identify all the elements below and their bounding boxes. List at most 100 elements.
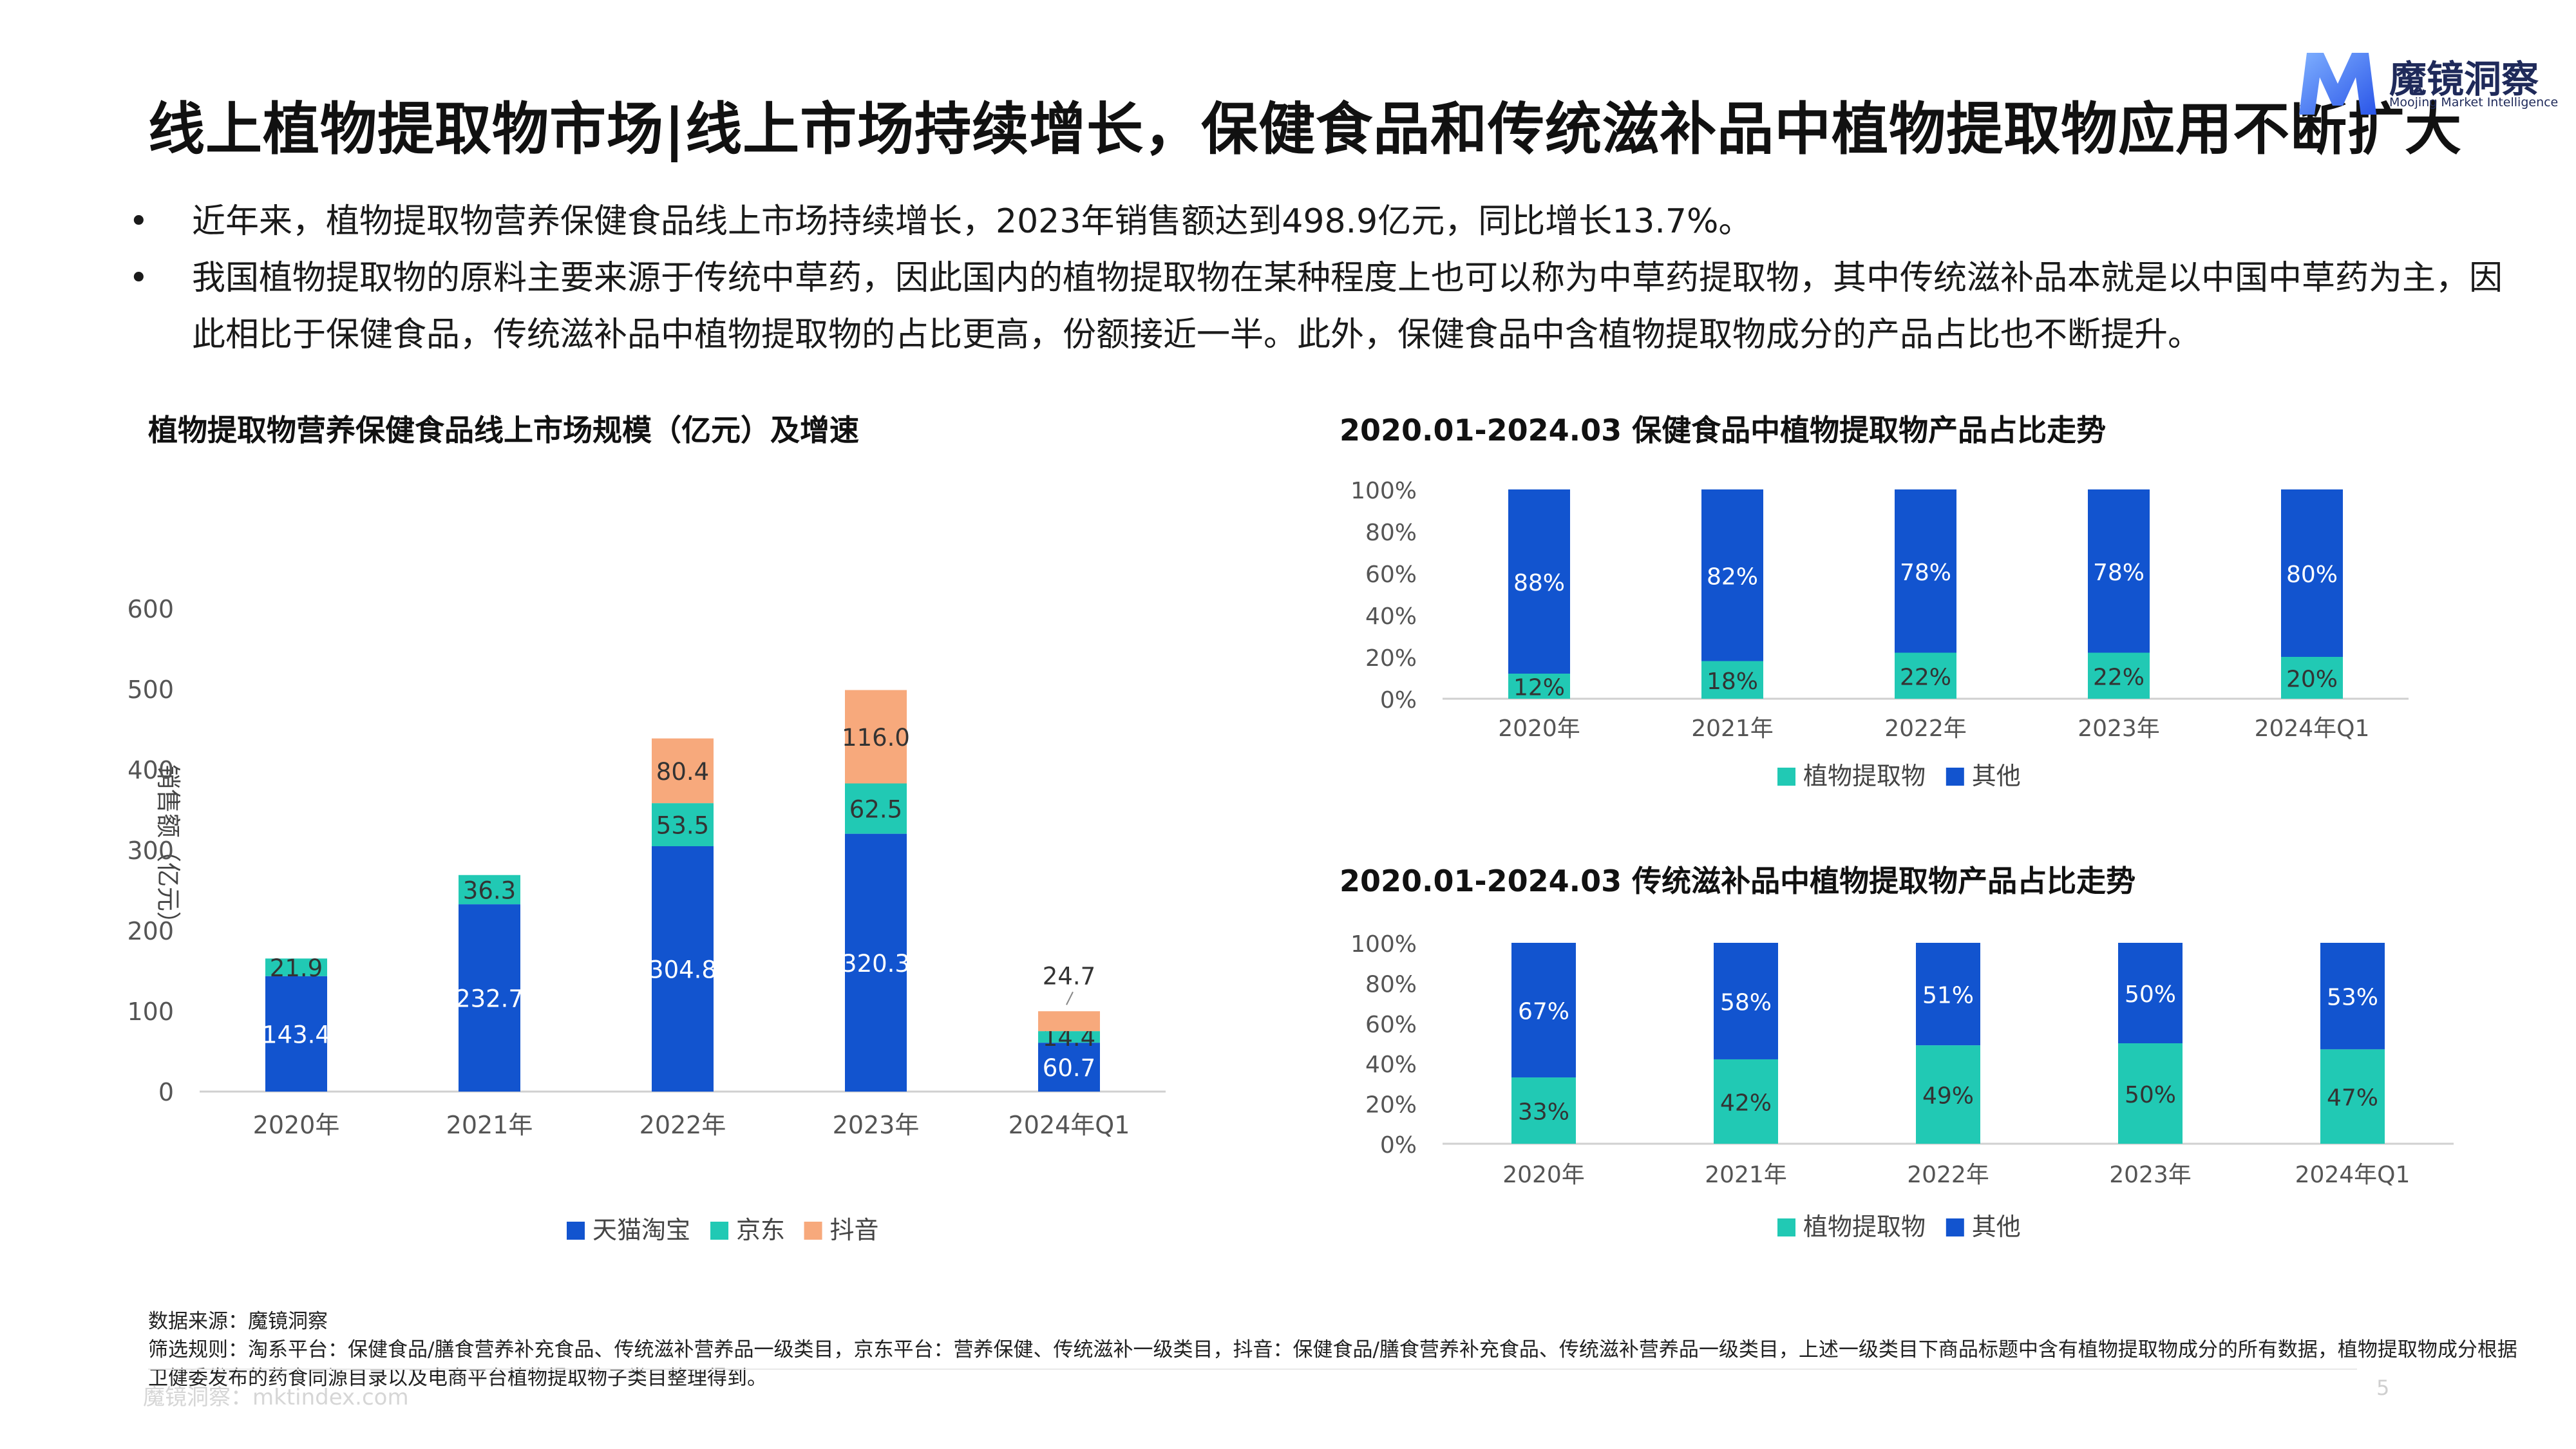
bar-segment [459,904,520,1092]
data-label: 78% [1900,560,1951,586]
x-tick-label: 2023年 [2078,715,2160,742]
y-tick-label: 0% [1380,687,1417,714]
bar-segment [265,958,327,976]
chart-title-tonic-share: 2020.01-2024.03 传统滋补品中植物提取物产品占比走势 [1340,864,2136,898]
data-label: 116.0 [842,724,910,752]
bar-segment [1511,943,1576,1078]
summary-bullets: 近年来，植物提取物营养保健食品线上市场持续增长，2023年销售额达到498.9亿… [129,193,2512,363]
y-tick-label: 200 [129,917,174,945]
data-label: 53% [2327,985,2378,1011]
y-tick-label: 80% [1365,971,1417,998]
logo-subtitle: Moojing Market Intelligence [2389,95,2559,109]
tonic-share-chart: 0% 20% 40% 60% 80% 100% 33% 67% 2020年 42% 58% 2021年… [1350,931,2454,1241]
footnote: 数据来源：魔镜洞察 筛选规则：淘系平台：保健食品/膳食营养补充食品、传统滋补营养… [148,1307,2518,1392]
y-tick-label: 600 [129,595,174,623]
x-tick-label: 2021年 [1705,1162,1787,1188]
footnote-source: 数据来源：魔镜洞察 [148,1310,328,1333]
data-label: 18% [1707,668,1758,695]
bar-segment [1701,661,1763,699]
y-tick-label: 500 [129,676,174,704]
y-tick-label: 40% [1365,603,1417,630]
chart-title-health-food-share: 2020.01-2024.03 保健食品中植物提取物产品占比走势 [1340,413,2107,448]
health-food-share-chart: 0% 20% 40% 60% 80% 100% 12% 88% 2020年 18% 82% 2021年… [1350,478,2409,790]
bar-segment [1895,489,1956,653]
bar-segment [1511,1077,1576,1144]
legend-label: 其他 [1972,1213,2021,1241]
x-tick-label: 2021年 [1691,715,1774,742]
data-label: 320.3 [842,950,910,978]
y-tick-label: 0% [1380,1132,1417,1159]
y-tick-label: 80% [1365,520,1417,546]
x-tick-label: 2021年 [446,1111,533,1139]
x-tick-label: 2020年 [1502,1162,1585,1188]
data-label: 80.4 [656,758,709,786]
bar-segment [2320,1049,2385,1144]
data-label: 36.3 [463,876,516,904]
y-tick-label: 100 [129,998,174,1026]
data-label: 53.5 [656,812,709,840]
x-tick-label: 2024年Q1 [2255,715,2370,742]
legend-swatch [1946,768,1964,786]
legend-label: 其他 [1972,762,2021,790]
bar-segment [652,803,714,846]
bar-segment [2118,943,2183,1043]
footer-brand: 魔镜洞察：mktindex.com [143,1385,409,1410]
data-label: 50% [2125,981,2176,1008]
data-label: 22% [2093,664,2145,690]
bar-segment [1038,1043,1100,1092]
legend-swatch [804,1222,822,1240]
bullet-item: 我国植物提取物的原料主要来源于传统中草药，因此国内的植物提取物在某种程度上也可以… [129,250,2512,363]
data-label: 51% [1922,983,1974,1009]
x-tick-label: 2023年 [833,1111,920,1139]
y-tick-label: 400 [129,756,174,784]
bar-segment [1714,943,1778,1059]
y-tick-label: 20% [1365,1092,1417,1119]
data-label: 24.7 [1043,962,1095,990]
data-label: 50% [2125,1082,2176,1108]
page-title: 线上植物提取物市场|线上市场持续增长，保健食品和传统滋补品中植物提取物应用不断扩… [148,96,2463,162]
footnote-rules: 筛选规则：淘系平台：保健食品/膳食营养补充食品、传统滋补营养品一级类目，京东平台… [148,1338,2517,1390]
data-label: 22% [1900,664,1951,690]
x-tick-label: 2023年 [2109,1162,2192,1188]
bar-segment [2088,652,2150,699]
data-label: 12% [1513,675,1565,701]
bar-segment [1038,1011,1100,1032]
y-tick-label: 40% [1365,1052,1417,1078]
x-tick-label: 2024年Q1 [2295,1162,2410,1188]
bar-segment [2281,657,2343,699]
legend-label: 植物提取物 [1803,762,1926,790]
bar-segment [1714,1059,1778,1144]
data-label: 67% [1518,999,1569,1025]
y-tick-label: 60% [1365,562,1417,588]
data-label: 80% [2286,562,2338,588]
bullet-item: 近年来，植物提取物营养保健食品线上市场持续增长，2023年销售额达到498.9亿… [129,193,2512,250]
legend-label: 植物提取物 [1803,1213,1926,1241]
data-label: 143.4 [262,1021,330,1048]
x-tick-label: 2020年 [253,1111,340,1139]
x-tick-label: 2024年Q1 [1009,1111,1130,1139]
data-label: 82% [1707,564,1758,590]
chart-title-market-size: 植物提取物营养保健食品线上市场规模（亿元）及增速 [148,413,859,448]
bar-segment [845,783,907,834]
bar-segment [2118,1043,2183,1144]
data-label: 304.8 [649,956,717,984]
bar-segment [652,738,714,804]
market-size-chart: 销售额（亿元） 0 100 200 300 400 500 600 143.4 21.9 2020年… [129,595,1166,1244]
bar-segment [845,833,907,1092]
data-label: 21.9 [270,954,323,982]
footer-divider [148,1368,2357,1370]
bar-segment [2088,489,2150,653]
legend-swatch [567,1222,585,1240]
bar-segment [1916,1045,1980,1144]
y-axis-title: 销售额（亿元） [154,764,182,936]
data-label-leader [1066,991,1074,1005]
bar-segment [2281,489,2343,657]
legend-label: 天猫淘宝 [592,1216,690,1244]
x-tick-label: 2022年 [1907,1162,1989,1188]
bar-segment [1038,1031,1100,1043]
y-tick-label: 20% [1365,645,1417,672]
bar-segment [1895,652,1956,699]
data-label: 58% [1720,989,1772,1016]
data-label: 47% [2327,1085,2378,1112]
bar-segment [2320,943,2385,1050]
